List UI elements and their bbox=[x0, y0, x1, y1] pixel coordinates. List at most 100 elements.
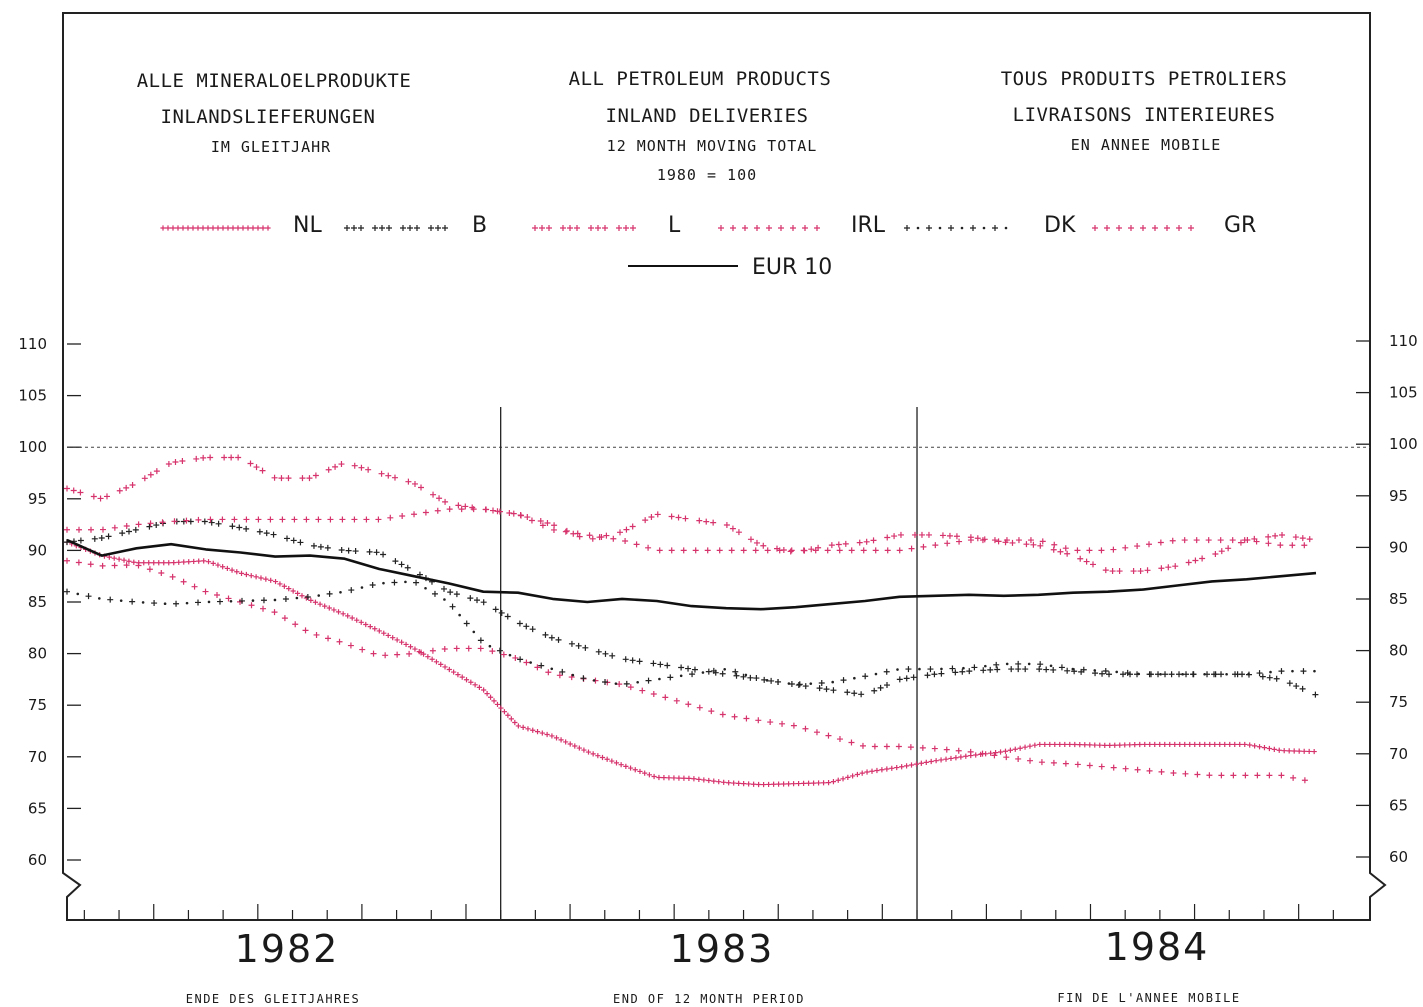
plus-mark bbox=[746, 781, 752, 787]
plus-mark bbox=[326, 605, 332, 611]
plus-mark bbox=[299, 593, 305, 599]
plus-mark bbox=[800, 780, 807, 786]
plus-mark bbox=[1003, 754, 1010, 761]
plus-mark bbox=[294, 590, 301, 596]
plus-mark bbox=[755, 717, 762, 724]
dot-mark bbox=[831, 680, 834, 684]
dot-mark bbox=[614, 682, 618, 685]
plus-mark bbox=[229, 523, 236, 530]
plus-mark bbox=[387, 514, 394, 521]
y-tick-label-right: 95 bbox=[1389, 487, 1408, 505]
plus-mark bbox=[588, 225, 594, 231]
plus-mark bbox=[141, 560, 147, 566]
plus-mark bbox=[1289, 542, 1296, 549]
plus-mark bbox=[1170, 769, 1177, 776]
plus-mark bbox=[285, 475, 292, 482]
plus-mark bbox=[657, 661, 664, 668]
plus-mark bbox=[153, 468, 160, 475]
plus-mark bbox=[776, 781, 782, 787]
plus-mark bbox=[413, 579, 420, 586]
dot-mark bbox=[1137, 672, 1140, 676]
plus-mark bbox=[863, 538, 870, 545]
plus-mark bbox=[284, 535, 291, 542]
plus-mark bbox=[595, 648, 602, 655]
plus-mark bbox=[172, 459, 179, 466]
plus-mark bbox=[948, 755, 954, 762]
plus-mark bbox=[335, 609, 342, 615]
plus-mark bbox=[1168, 671, 1175, 678]
plus-mark bbox=[310, 542, 317, 549]
plus-mark bbox=[1306, 748, 1312, 755]
dot-mark bbox=[229, 599, 233, 603]
legend-label-nl: NL bbox=[293, 213, 322, 238]
dot-mark bbox=[443, 598, 446, 601]
plus-mark bbox=[970, 225, 976, 231]
plus-mark bbox=[351, 462, 358, 469]
plus-mark bbox=[351, 516, 358, 523]
plus-mark bbox=[1183, 671, 1190, 678]
plus-mark bbox=[1162, 671, 1169, 678]
plus-mark bbox=[175, 225, 181, 231]
plus-mark bbox=[1012, 746, 1018, 752]
plus-mark bbox=[349, 615, 355, 621]
plus-mark bbox=[814, 225, 820, 231]
plus-mark bbox=[447, 589, 454, 596]
plus-mark bbox=[170, 225, 176, 231]
plus-mark bbox=[195, 225, 201, 231]
header-de-line3: IM GLEITJAHR bbox=[211, 138, 331, 156]
plus-mark bbox=[1140, 225, 1146, 231]
plus-mark bbox=[1086, 762, 1093, 769]
plus-mark bbox=[299, 475, 306, 482]
plus-mark bbox=[1205, 537, 1212, 544]
plus-mark bbox=[363, 516, 370, 523]
y-tick-label-left: 65 bbox=[28, 799, 47, 817]
plus-mark bbox=[313, 631, 320, 638]
plus-mark bbox=[675, 514, 682, 521]
plus-mark bbox=[813, 729, 820, 736]
plus-mark bbox=[1122, 765, 1129, 772]
plus-mark bbox=[181, 559, 187, 565]
plus-mark bbox=[630, 225, 636, 231]
plus-mark bbox=[418, 649, 425, 656]
plus-mark bbox=[238, 570, 245, 576]
plus-mark bbox=[494, 508, 501, 515]
footer-de: ENDE DES GLEITJAHRES bbox=[186, 992, 361, 1006]
plus-mark bbox=[580, 675, 587, 682]
plus-mark bbox=[505, 712, 511, 718]
plus-mark bbox=[681, 775, 687, 781]
plus-mark bbox=[183, 517, 190, 524]
plus-mark bbox=[153, 522, 160, 529]
plus-mark bbox=[290, 588, 296, 594]
plus-mark bbox=[616, 681, 623, 688]
plus-mark bbox=[1110, 764, 1117, 771]
plus-mark bbox=[836, 547, 843, 554]
plus-mark bbox=[1278, 668, 1285, 675]
plus-mark bbox=[871, 743, 878, 750]
plus-mark bbox=[908, 545, 915, 552]
plus-mark bbox=[1102, 567, 1109, 574]
plus-mark bbox=[864, 769, 870, 775]
plus-mark bbox=[347, 642, 354, 649]
legend-label-irl: IRL bbox=[851, 213, 886, 238]
header-en-line1: ALL PETROLEUM PRODUCTS bbox=[569, 68, 832, 90]
plus-mark bbox=[1146, 767, 1153, 774]
plus-mark bbox=[1116, 568, 1123, 575]
plus-mark bbox=[1039, 538, 1046, 545]
plus-mark bbox=[159, 519, 166, 526]
plus-mark bbox=[927, 666, 934, 673]
y-tick-label-left: 105 bbox=[18, 387, 47, 405]
plus-mark bbox=[943, 756, 949, 762]
plus-mark bbox=[414, 225, 420, 231]
plus-mark bbox=[545, 669, 552, 676]
plus-mark bbox=[884, 547, 891, 554]
plus-mark bbox=[1222, 741, 1228, 748]
plus-mark bbox=[200, 454, 207, 461]
plus-mark bbox=[64, 588, 70, 595]
plus-mark bbox=[845, 774, 851, 780]
series-b bbox=[64, 518, 1319, 698]
plus-mark bbox=[1229, 537, 1236, 544]
plus-mark bbox=[97, 495, 104, 502]
plus-mark bbox=[1261, 745, 1268, 751]
header-fr-line3: EN ANNEE MOBILE bbox=[1071, 136, 1221, 154]
plus-mark bbox=[856, 539, 863, 546]
